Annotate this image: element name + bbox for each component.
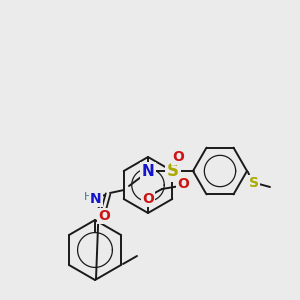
Text: O: O [98,209,110,223]
Text: O: O [142,192,154,206]
Text: S: S [249,176,259,190]
Text: N: N [142,164,154,178]
Text: O: O [177,177,189,191]
Text: O: O [172,150,184,164]
Text: S: S [167,162,179,180]
Text: N: N [90,192,102,206]
Text: H: H [84,192,92,202]
